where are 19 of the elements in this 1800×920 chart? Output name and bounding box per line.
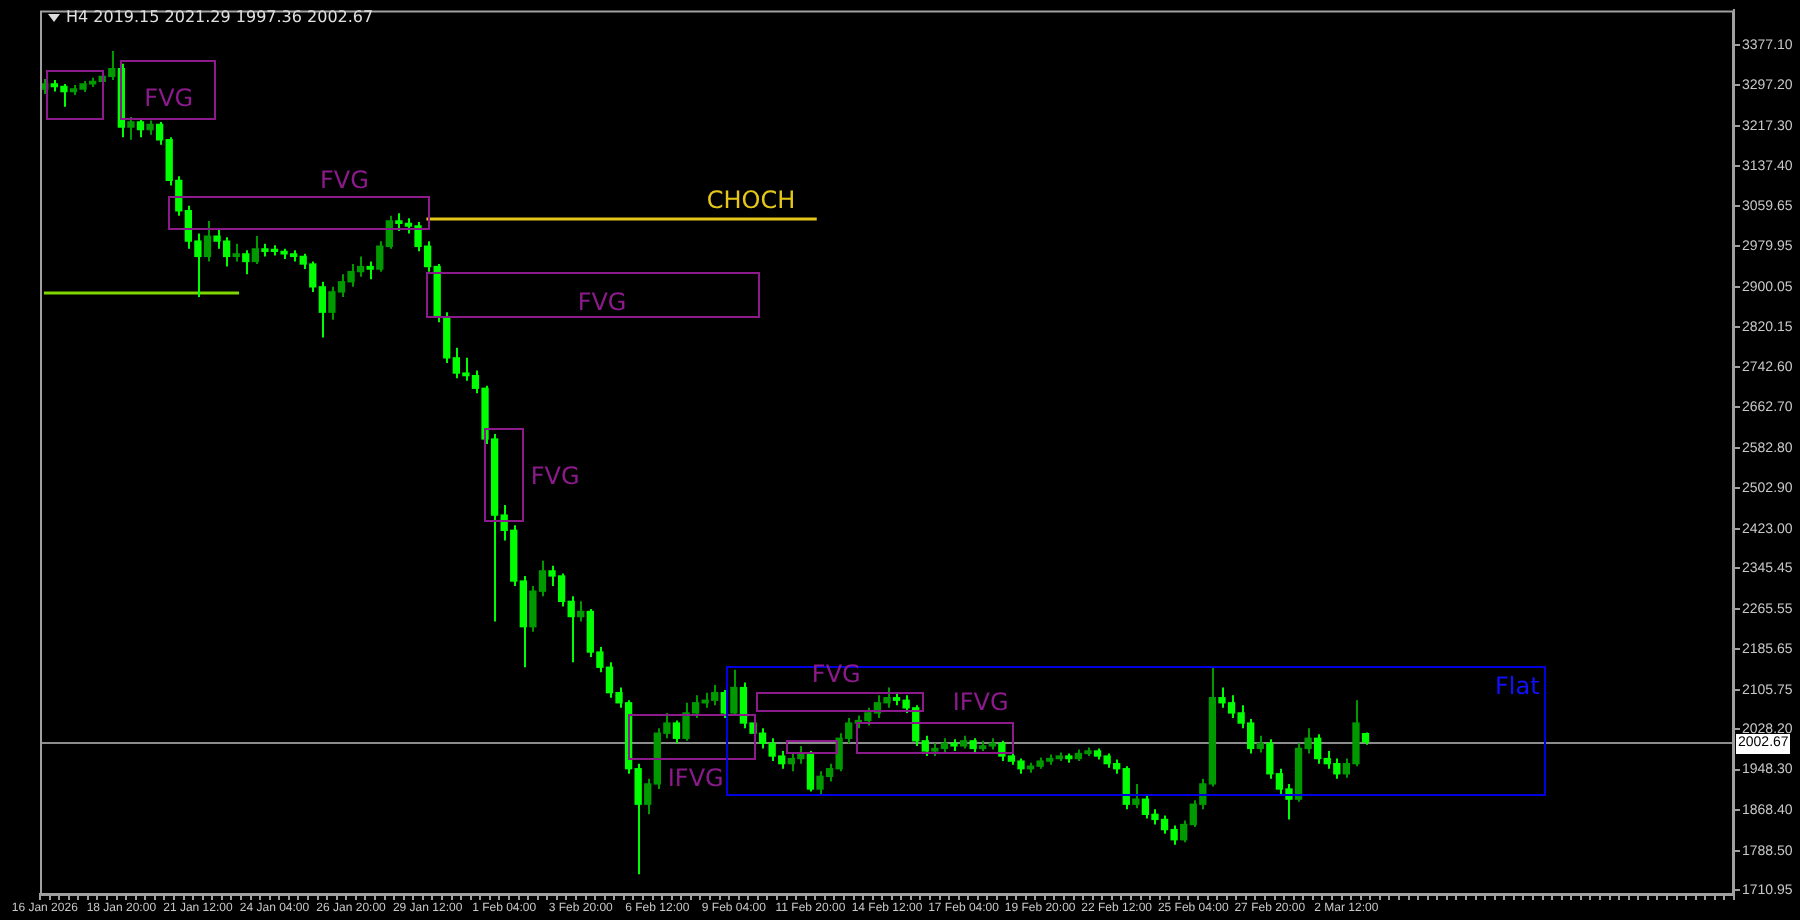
candlestick bbox=[1132, 782, 1140, 810]
candlestick bbox=[136, 117, 145, 139]
ref-line-label: CHOCH bbox=[706, 185, 796, 213]
annotation: Flat bbox=[1495, 672, 1540, 700]
annotation: IFVG bbox=[667, 764, 724, 792]
annotation: IFVG bbox=[952, 688, 1009, 716]
candlestick bbox=[806, 749, 815, 793]
annotation: FVG bbox=[530, 462, 580, 490]
annotation: FVG bbox=[320, 166, 369, 194]
annotation: FVG bbox=[811, 660, 861, 688]
candlestick bbox=[127, 115, 135, 141]
chart-title: H4 2019.15 2021.29 1997.36 2002.67 bbox=[66, 8, 374, 26]
candlestick bbox=[672, 719, 681, 745]
annotation: FVG bbox=[577, 288, 627, 316]
candlestick bbox=[730, 668, 738, 717]
candlestick bbox=[203, 219, 212, 263]
candlestick bbox=[242, 249, 250, 276]
annotation: FVG bbox=[144, 84, 194, 112]
candlestick bbox=[251, 235, 259, 266]
